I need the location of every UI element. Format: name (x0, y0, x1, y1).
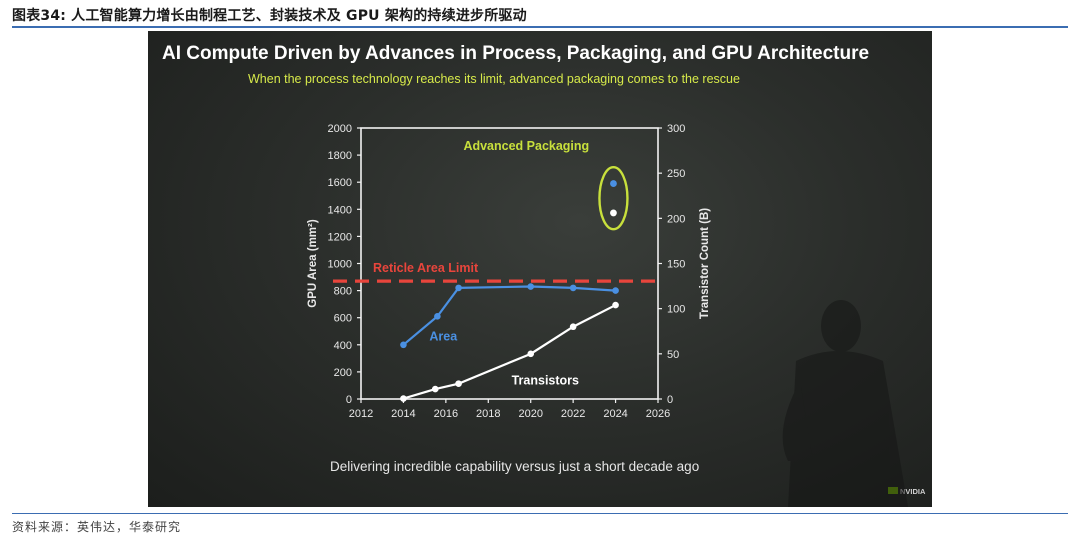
y-right-tick-label: 50 (667, 349, 679, 361)
y-left-tick-label: 200 (334, 367, 352, 379)
plot-area: 2012 2014 2016 2018 2020 2022 2024 2026 0 200 400 6… (307, 123, 711, 420)
data-point-area (434, 313, 441, 320)
y-right-tick-label: 200 (667, 213, 685, 225)
y-left-tick-label: 0 (346, 394, 352, 406)
x-tick-label: 2026 (646, 408, 670, 420)
x-tick-label: 2022 (561, 408, 585, 420)
x-tick-label: 2012 (349, 408, 373, 420)
y-left-tick-label: 400 (334, 340, 352, 352)
y-right-tick-label: 250 (667, 168, 685, 180)
figure-caption: 图表34: 人工智能算力增长由制程工艺、封装技术及 GPU 架构的持续进步所驱动 (12, 8, 527, 24)
data-point-transistors (400, 395, 407, 402)
data-point-transistors (569, 323, 577, 331)
advanced-packaging-point (610, 180, 617, 187)
y-left-tick-label: 1400 (328, 204, 352, 216)
series-line-transistors (403, 304, 617, 400)
x-tick-label: 2018 (476, 408, 500, 420)
y-left-tick-label: 1200 (328, 231, 352, 243)
x-tick-label: 2020 (518, 408, 542, 420)
y-left-tick-label: 2000 (328, 123, 352, 135)
slide-title: AI Compute Driven by Advances in Process… (162, 43, 869, 64)
series-label-area: Area (429, 329, 458, 343)
data-point-area (455, 284, 462, 292)
y-left-tick-label: 800 (334, 286, 352, 298)
advanced-packaging-point (610, 209, 617, 217)
y-right-tick-label: 100 (667, 304, 685, 316)
chart-canvas: AI Compute Driven by Advances in Process… (162, 43, 926, 507)
series-label-transistors: Transistors (512, 374, 579, 388)
y-left-tick-label: 600 (334, 313, 352, 325)
data-point-area (612, 287, 619, 294)
data-point-area (400, 341, 407, 349)
data-point-transistors (527, 350, 535, 358)
source-note: 资料来源：英伟达，华泰研究 (12, 520, 182, 534)
y-left-tick-label: 1000 (328, 259, 352, 271)
y-right-tick-label: 300 (667, 123, 685, 135)
caption-divider (12, 26, 1068, 28)
x-tick-label: 2024 (603, 408, 627, 420)
data-point-transistors (455, 380, 462, 387)
y-right-axis-label: Transistor Count (B) (699, 208, 711, 319)
data-point-transistors (612, 301, 619, 309)
slide-footer: Delivering incredible capability versus … (330, 459, 699, 474)
series-line-area (402, 285, 616, 346)
brand-label: NVIDIA (900, 487, 926, 496)
footer-divider (12, 513, 1068, 514)
y-left-axis-label: GPU Area (mm²) (307, 219, 319, 308)
presenter-silhouette (782, 300, 908, 507)
presentation-slide: AI Compute Driven by Advances in Process… (148, 31, 932, 507)
y-left-tick-label: 1600 (328, 177, 352, 189)
reticle-limit-label: Reticle Area Limit (373, 261, 479, 275)
x-tick-label: 2014 (391, 408, 415, 420)
y-right-tick-label: 0 (667, 394, 673, 406)
y-right-tick-label: 150 (667, 259, 685, 271)
advanced-packaging-label: Advanced Packaging (463, 139, 589, 153)
data-point-area (527, 283, 535, 290)
slide-subtitle: When the process technology reaches its … (248, 72, 740, 86)
advanced-packaging-ring (598, 166, 629, 231)
x-tick-label: 2016 (434, 408, 458, 420)
data-point-area (569, 284, 577, 292)
y-left-tick-label: 1800 (328, 150, 352, 162)
data-point-transistors (431, 385, 439, 393)
